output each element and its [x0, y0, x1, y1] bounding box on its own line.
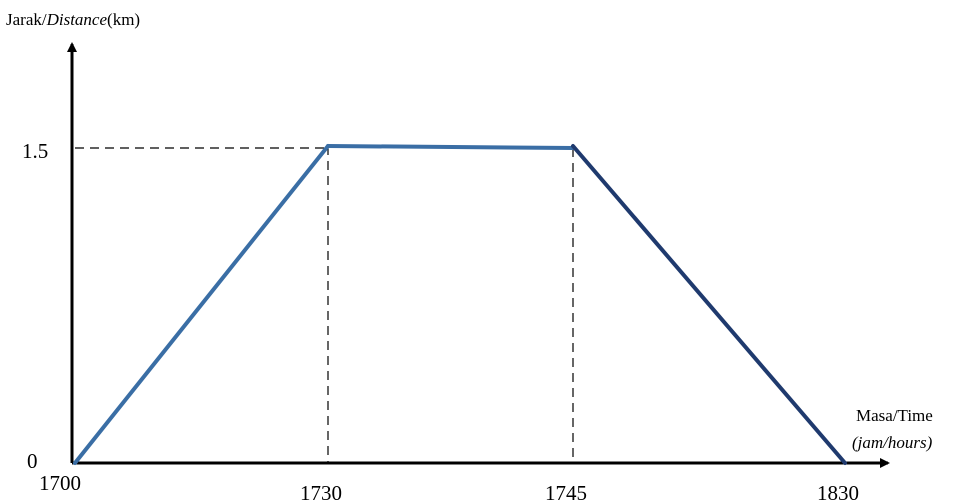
x-tick-1745: 1745 [545, 481, 587, 504]
series-segment-1730-1745 [326, 144, 575, 150]
series-segment-1700-1730 [73, 144, 330, 465]
y-tick-0: 0 [27, 449, 38, 473]
y-axis-label: Jarak/Distance(km) [6, 10, 140, 29]
series-distance [73, 144, 847, 465]
x-axis-label-line2: (jam/hours) [852, 433, 933, 452]
series-segment-1745-1830 [571, 144, 847, 465]
guide-lines [75, 146, 574, 463]
y-tick-1.5: 1.5 [22, 139, 48, 163]
x-tick-1730: 1730 [300, 481, 342, 504]
x-tick-1700: 1700 [39, 471, 81, 495]
x-axis-label-line1: Masa/Time [856, 406, 933, 425]
x-tick-1830: 1830 [817, 481, 859, 504]
